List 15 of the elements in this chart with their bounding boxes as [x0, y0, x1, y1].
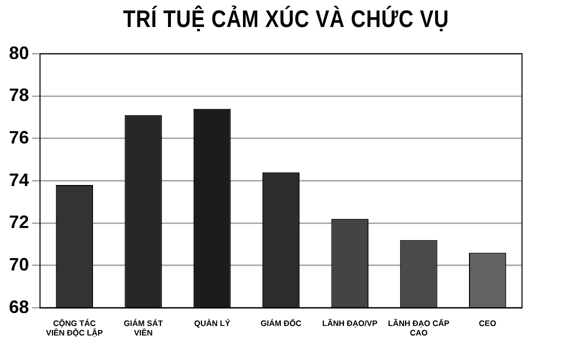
- x-tick-label: GIÁM ĐỐC: [260, 318, 302, 328]
- chart-title: TRÍ TUỆ CẢM XÚC VÀ CHỨC VỤ: [122, 6, 450, 35]
- y-tick-label: 72: [8, 212, 30, 232]
- x-tick-label: GIÁM SÁT VIÊN: [124, 318, 163, 338]
- x-tick-label: CỘNG TÁC VIÊN ĐỘC LẬP: [46, 318, 104, 338]
- y-tick-label: 70: [8, 254, 30, 274]
- y-tick-label: 76: [8, 127, 30, 148]
- y-tick-label: 74: [8, 170, 30, 190]
- y-tick-label: 68: [8, 296, 30, 317]
- y-tick-label: 80: [8, 42, 30, 63]
- x-tick-label: QUẢN LÝ: [194, 318, 231, 328]
- x-tick-label: LÃNH ĐẠO/VP: [322, 318, 378, 328]
- x-tick-label: LÃNH ĐẠO CẤP CAO: [388, 318, 450, 338]
- y-tick-label: 78: [8, 85, 30, 106]
- x-tick-label: CEO: [478, 318, 496, 328]
